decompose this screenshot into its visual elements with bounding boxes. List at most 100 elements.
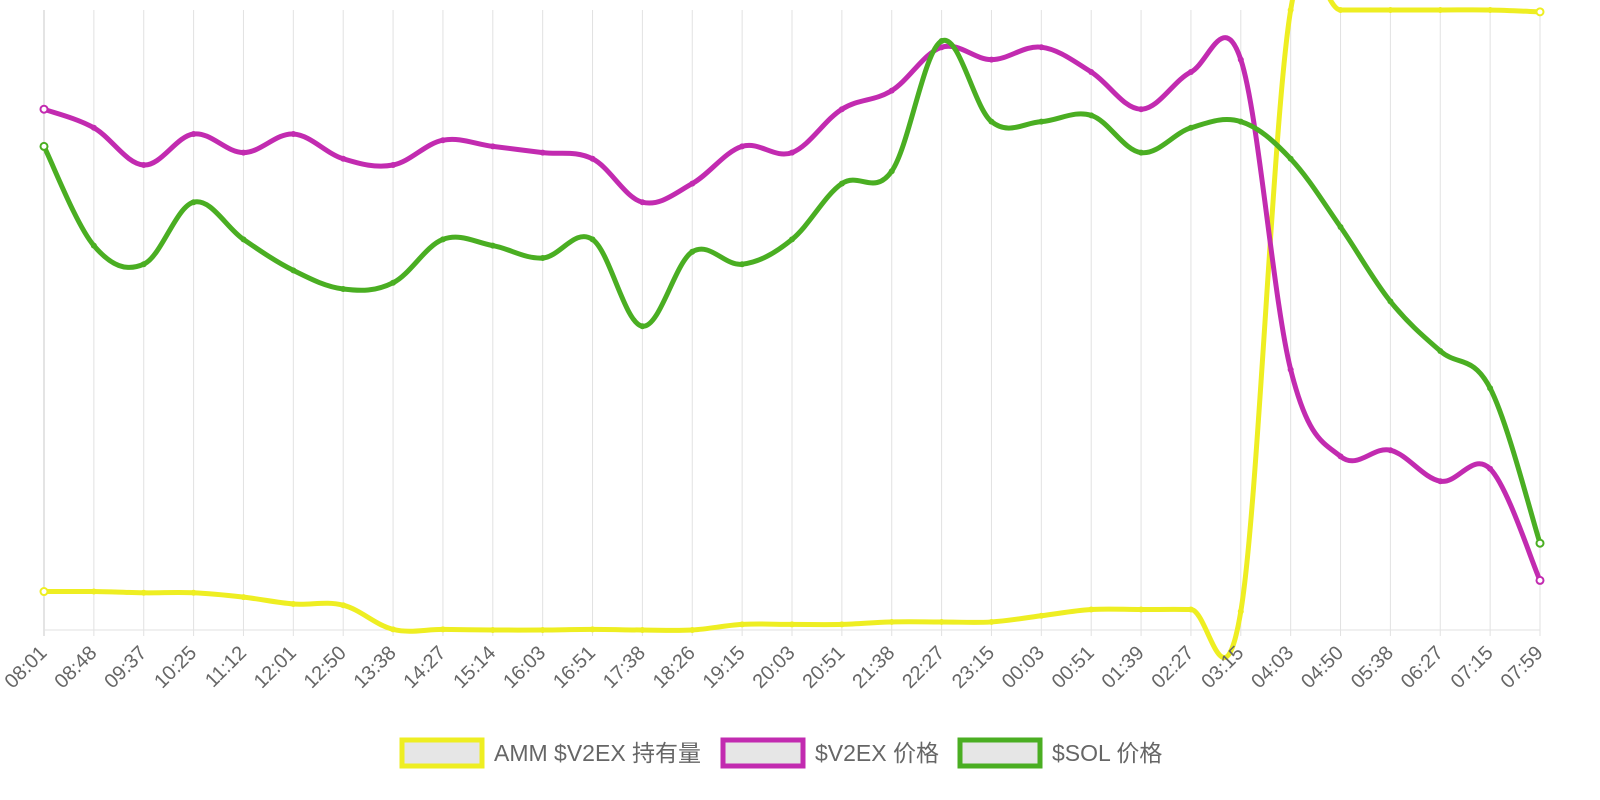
x-tick-label: 04:50 xyxy=(1297,642,1348,693)
data-point xyxy=(589,236,596,243)
data-point xyxy=(1437,348,1444,354)
legend-item: $V2EX 价格 xyxy=(720,737,939,769)
data-point xyxy=(240,236,247,243)
data-point xyxy=(589,626,596,633)
data-point xyxy=(190,199,197,206)
data-point xyxy=(240,594,247,601)
data-point xyxy=(739,621,746,628)
data-point xyxy=(290,131,297,137)
data-point xyxy=(340,155,347,162)
data-point xyxy=(390,162,397,168)
x-tick-label: 13:38 xyxy=(350,642,401,693)
x-tick-label: 07:15 xyxy=(1447,642,1498,693)
data-point xyxy=(1287,155,1294,162)
x-tick-label: 15:14 xyxy=(449,642,500,693)
x-tick-label: 07:59 xyxy=(1497,642,1548,693)
data-point xyxy=(689,627,696,633)
data-point xyxy=(290,267,297,274)
data-point xyxy=(1088,606,1095,613)
series-3 xyxy=(39,38,1545,548)
data-point xyxy=(689,248,696,255)
data-point xyxy=(838,180,845,187)
data-point xyxy=(1287,366,1294,373)
data-point xyxy=(1138,149,1145,156)
legend-swatch xyxy=(399,737,485,769)
data-point xyxy=(1088,112,1095,119)
data-point xyxy=(1437,7,1444,13)
legend-swatch xyxy=(957,737,1043,769)
data-point xyxy=(938,618,945,625)
x-tick-label: 23:15 xyxy=(948,642,999,693)
data-point xyxy=(1237,608,1244,615)
legend-swatch xyxy=(720,737,806,769)
data-point xyxy=(888,168,895,175)
data-point xyxy=(1487,465,1494,472)
data-point xyxy=(1138,106,1145,113)
data-point xyxy=(90,588,97,595)
data-point xyxy=(789,236,795,243)
data-point xyxy=(838,621,845,628)
x-tick-label: 09:37 xyxy=(100,642,151,693)
data-point xyxy=(1387,447,1394,454)
data-point xyxy=(988,118,995,125)
series-line xyxy=(41,0,1543,661)
legend-item: AMM $V2EX 持有量 xyxy=(399,737,701,769)
data-point xyxy=(988,618,995,625)
data-point xyxy=(938,44,945,51)
data-point xyxy=(1187,69,1194,75)
data-point xyxy=(1337,7,1344,13)
data-point xyxy=(1237,56,1244,63)
data-point xyxy=(340,286,347,292)
data-point xyxy=(1237,118,1244,125)
x-tick-label: 06:27 xyxy=(1397,642,1448,693)
endpoint-marker xyxy=(1535,575,1545,585)
data-point xyxy=(439,236,446,243)
endpoint-marker xyxy=(1535,7,1545,17)
data-point xyxy=(888,87,895,94)
x-tick-label: 22:27 xyxy=(898,642,949,693)
data-point xyxy=(1287,7,1294,13)
x-tick-label: 08:48 xyxy=(50,642,101,693)
legend-label: $SOL 价格 xyxy=(1052,740,1162,766)
series-1 xyxy=(39,0,1545,661)
series-2 xyxy=(39,35,1545,585)
legend-label: $V2EX 价格 xyxy=(815,740,939,766)
data-point xyxy=(240,149,247,156)
data-point xyxy=(290,600,297,607)
data-point xyxy=(539,627,546,633)
data-point xyxy=(390,626,397,633)
x-tick-label: 04:03 xyxy=(1247,642,1298,693)
data-point xyxy=(1138,606,1145,613)
data-point xyxy=(888,618,895,625)
data-point xyxy=(1487,385,1494,392)
data-point xyxy=(639,199,646,206)
data-point xyxy=(190,589,197,596)
endpoint-marker xyxy=(39,141,49,151)
data-point xyxy=(938,38,945,44)
x-grid-lines xyxy=(43,10,1541,636)
data-point xyxy=(489,143,496,150)
legend-label: AMM $V2EX 持有量 xyxy=(494,740,701,766)
x-tick-label: 18:26 xyxy=(649,642,700,693)
data-point xyxy=(1187,124,1194,131)
x-tick-label: 02:27 xyxy=(1148,642,1199,693)
x-tick-label: 16:03 xyxy=(499,642,550,693)
data-point xyxy=(988,56,995,63)
x-tick-label: 20:03 xyxy=(749,642,800,693)
data-point xyxy=(639,627,646,633)
data-point xyxy=(1337,453,1344,460)
x-tick-label: 19:15 xyxy=(699,642,750,693)
data-point xyxy=(1387,298,1394,305)
data-point xyxy=(439,626,446,633)
x-tick-label: 10:25 xyxy=(150,642,201,693)
data-point xyxy=(1187,606,1194,613)
series-layer xyxy=(39,0,1545,661)
data-point xyxy=(439,137,446,144)
data-point xyxy=(1038,612,1045,619)
legend-item: $SOL 价格 xyxy=(957,737,1162,769)
data-point xyxy=(1437,478,1444,485)
legend: AMM $V2EX 持有量 $V2EX 价格 $SOL 价格 xyxy=(399,737,1162,769)
x-tick-label: 11:12 xyxy=(201,642,251,692)
